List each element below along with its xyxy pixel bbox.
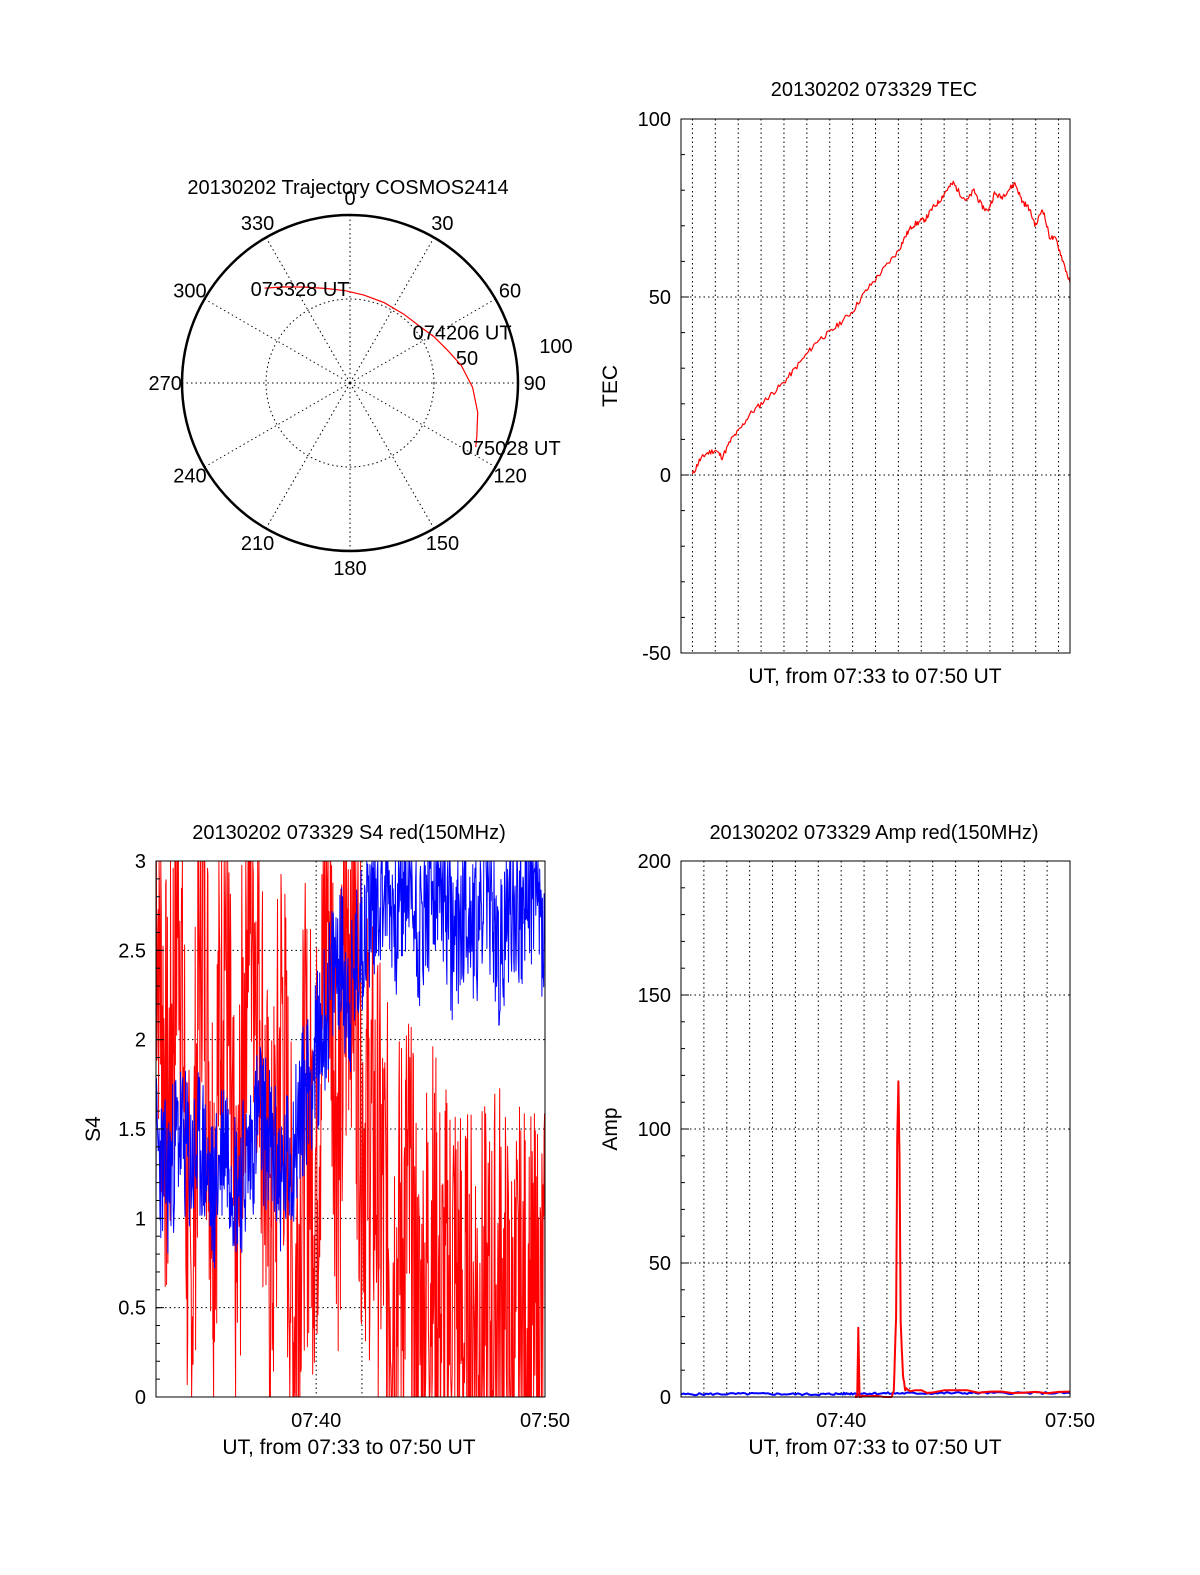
polar-ring-50 <box>265 298 435 468</box>
polar-azimuth-labels: 0 30 60 90 120 150 180 210 240 270 300 330 50 100 <box>149 188 573 580</box>
amp-grid <box>681 861 1070 1397</box>
amp-y-axis-label: Amp <box>599 1107 622 1150</box>
polar-spoke <box>204 298 351 384</box>
s4-y-axis-label: S4 <box>82 1116 105 1142</box>
s4-chart-title: 20130202 073329 S4 red(150MHz) <box>192 822 506 844</box>
polar-azimuth-label: 120 <box>493 465 526 487</box>
amp-chart-title: 20130202 073329 Amp red(150MHz) <box>709 822 1038 844</box>
tec-series <box>691 180 1071 475</box>
polar-azimuth-label: 180 <box>333 558 366 580</box>
polar-azimuth-label: 300 <box>173 281 206 303</box>
series-line-red <box>691 180 1071 475</box>
x-tick-label: 07:40 <box>816 1410 866 1432</box>
polar-azimuth-label: 210 <box>241 533 274 555</box>
polar-azimuth-label: 30 <box>431 213 453 235</box>
polar-time-annotation: 074206 UT <box>413 322 512 344</box>
tec-y-axis-label: TEC <box>599 365 622 407</box>
y-tick-label: 100 <box>638 109 671 131</box>
series-line-red <box>155 860 546 1398</box>
y-tick-label: 3 <box>135 851 146 873</box>
y-tick-label: 2 <box>135 1030 146 1052</box>
s4-ticks: 0 0.5 1 1.5 2 2.5 3 07:40 07:50 <box>118 851 570 1432</box>
polar-outer-ring <box>180 213 520 553</box>
tec-plot-frame <box>680 118 1071 654</box>
polar-azimuth-label: 0 <box>344 188 355 210</box>
y-tick-label: 150 <box>638 985 671 1007</box>
y-tick-label: 2.5 <box>118 940 146 962</box>
x-tick-label: 07:40 <box>291 1410 341 1432</box>
polar-spoke <box>204 382 351 468</box>
polar-chart-title: 20130202 Trajectory COSMOS2414 <box>187 177 508 199</box>
polar-trajectory-line <box>264 286 479 448</box>
tec-panel: 20130202 073329 TEC -50 0 50 100 TEC UT, fr… <box>599 79 1071 688</box>
tec-x-axis-label: UT, from 07:33 to 07:50 UT <box>748 665 1001 688</box>
polar-grid <box>182 215 518 551</box>
y-tick-label: 0 <box>660 465 671 487</box>
polar-azimuth-label: 150 <box>426 533 459 555</box>
x-tick-label: 07:50 <box>520 1410 570 1432</box>
amp-ticks: 0 50 100 150 200 07:40 07:50 <box>638 851 1095 1432</box>
polar-azimuth-label: 270 <box>149 373 182 395</box>
y-tick-label: 0.5 <box>118 1298 146 1320</box>
y-tick-label: 50 <box>649 1253 671 1275</box>
tec-ticks: -50 0 50 100 <box>638 109 689 665</box>
polar-time-annotation: 075028 UT <box>462 438 561 460</box>
polar-spoke <box>265 382 351 529</box>
polar-azimuth-label: 240 <box>173 465 206 487</box>
polar-spoke <box>265 237 351 384</box>
y-tick-label: 0 <box>135 1387 146 1409</box>
s4-series <box>155 860 546 1398</box>
polar-azimuth-label: 90 <box>524 373 546 395</box>
x-tick-label: 07:50 <box>1045 1410 1095 1432</box>
y-tick-label: 0 <box>660 1387 671 1409</box>
tec-chart-title: 20130202 073329 TEC <box>771 79 977 101</box>
polar-spoke <box>349 382 435 529</box>
polar-trajectory-panel: 20130202 Trajectory COSMOS2414 0 30 60 90 12… <box>149 177 573 580</box>
amp-x-axis-label: UT, from 07:33 to 07:50 UT <box>748 1436 1001 1459</box>
polar-spoke <box>349 382 496 468</box>
tec-grid <box>681 119 1070 653</box>
polar-radial-label: 50 <box>456 348 478 370</box>
y-tick-label: 200 <box>638 851 671 873</box>
series-line-blue <box>155 860 546 1269</box>
y-tick-label: 100 <box>638 1119 671 1141</box>
y-tick-label: 1 <box>135 1208 146 1230</box>
polar-trajectory-series: 073328 UT 074206 UT 075028 UT <box>251 279 561 460</box>
polar-spoke <box>349 237 435 384</box>
s4-x-axis-label: UT, from 07:33 to 07:50 UT <box>222 1436 475 1459</box>
polar-azimuth-label: 330 <box>241 213 274 235</box>
polar-radial-label: 100 <box>539 336 572 358</box>
polar-time-annotation: 073328 UT <box>251 279 350 301</box>
polar-spoke <box>349 298 496 384</box>
polar-azimuth-label: 60 <box>499 281 521 303</box>
amp-panel: 20130202 073329 Amp red(150MHz) 0 50 100 15… <box>599 822 1095 1459</box>
y-tick-label: 1.5 <box>118 1119 146 1141</box>
s4-panel: 20130202 073329 S4 red(150MHz) 0 0.5 1 1.5 2… <box>82 822 570 1459</box>
y-tick-label: 50 <box>649 287 671 309</box>
y-tick-label: -50 <box>642 643 671 665</box>
